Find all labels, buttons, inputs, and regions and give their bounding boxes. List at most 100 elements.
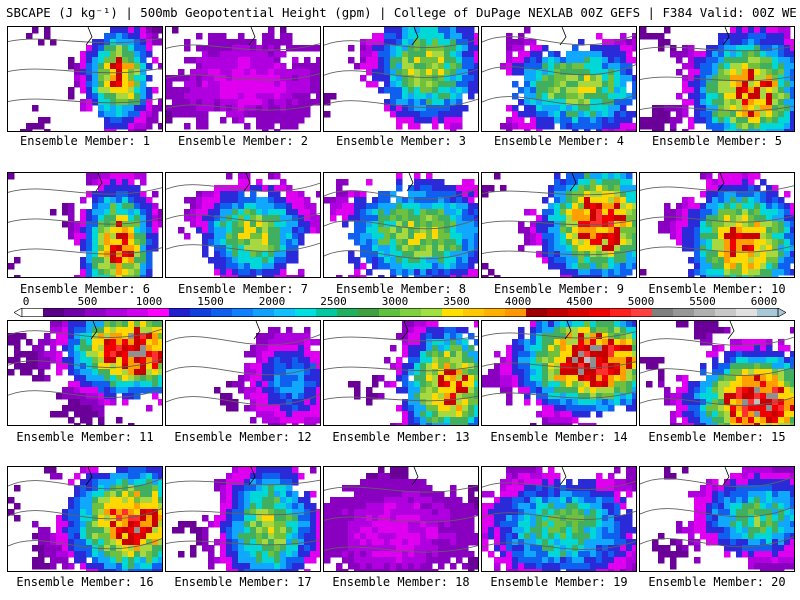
cape-cell	[664, 105, 671, 112]
cape-cell	[632, 33, 636, 40]
cape-cell	[530, 357, 537, 364]
cape-cell	[438, 87, 445, 94]
cape-cell	[682, 221, 689, 228]
cape-cell	[596, 351, 603, 358]
cape-cell	[68, 345, 75, 352]
cape-cell	[250, 363, 257, 370]
cape-cell	[596, 185, 603, 192]
cape-cell	[56, 539, 63, 546]
border-line	[717, 173, 725, 192]
cape-cell	[578, 173, 585, 180]
cape-cell	[360, 215, 367, 222]
cape-cell	[682, 129, 689, 131]
cape-cell	[250, 515, 257, 522]
cape-cell	[408, 87, 415, 94]
cape-cell	[214, 93, 221, 100]
cape-cell	[736, 33, 743, 40]
cape-cell	[596, 411, 603, 418]
cape-cell	[712, 105, 719, 112]
cape-cell	[748, 405, 755, 412]
cape-cell	[74, 351, 81, 358]
cape-cell	[632, 123, 636, 130]
cape-cell	[384, 257, 391, 264]
cape-cell	[104, 245, 111, 252]
cape-cell	[274, 485, 281, 492]
cape-cell	[232, 485, 239, 492]
cape-cell	[128, 45, 135, 52]
cape-cell	[432, 69, 439, 76]
cape-cell	[342, 197, 349, 204]
cape-cell	[566, 345, 573, 352]
cape-cell	[706, 75, 713, 82]
cape-cell	[718, 381, 725, 388]
cape-cell	[316, 63, 320, 70]
cape-cell	[286, 351, 293, 358]
cape-cell	[790, 269, 794, 276]
cape-cell	[444, 117, 451, 124]
cape-cell	[44, 357, 51, 364]
cape-cell	[244, 251, 251, 258]
cape-cell	[408, 327, 415, 334]
cape-cell	[718, 375, 725, 382]
cape-cell	[298, 191, 305, 198]
cape-cell	[602, 179, 609, 186]
cape-cell	[292, 417, 299, 424]
cape-cell	[560, 123, 567, 130]
cape-cell	[688, 405, 695, 412]
cape-cell	[602, 405, 609, 412]
cape-cell	[626, 251, 633, 258]
cape-cell	[736, 99, 743, 106]
cape-cell	[584, 345, 591, 352]
cape-cell	[438, 269, 445, 276]
cape-cell	[80, 399, 87, 406]
cape-cell	[566, 423, 573, 425]
cape-cell	[208, 81, 215, 88]
cape-cell	[104, 185, 111, 192]
cape-cell	[128, 509, 135, 516]
cape-cell	[152, 533, 159, 540]
cape-cell	[110, 509, 117, 516]
cape-cell	[560, 185, 567, 192]
cape-cell	[196, 105, 203, 112]
cape-cell	[450, 387, 457, 394]
cape-cell	[304, 63, 311, 70]
cape-cell	[444, 99, 451, 106]
cape-cell	[292, 351, 299, 358]
cape-cell	[244, 479, 251, 486]
cape-cell	[420, 417, 427, 424]
cape-cell	[602, 245, 609, 252]
cape-cell	[372, 203, 379, 210]
cape-cell	[396, 215, 403, 222]
cape-cell	[554, 345, 561, 352]
cape-cell	[554, 357, 561, 364]
cape-cell	[414, 117, 421, 124]
cape-cell	[86, 75, 93, 82]
cape-cell	[736, 351, 743, 358]
cape-cell	[280, 27, 287, 34]
cape-cell	[280, 539, 287, 546]
cape-cell	[146, 485, 153, 492]
cape-cell	[584, 221, 591, 228]
cape-cell	[304, 357, 311, 364]
height-contour	[8, 247, 162, 255]
cape-cell	[402, 363, 409, 370]
cape-cell	[202, 123, 209, 130]
cape-cell	[134, 191, 141, 198]
cape-cell	[238, 221, 245, 228]
cape-cell	[700, 257, 707, 264]
cape-cell	[378, 393, 385, 400]
cape-cell	[530, 87, 537, 94]
cape-cell	[366, 45, 373, 52]
cape-cell	[474, 33, 478, 40]
cape-cell	[426, 105, 433, 112]
cape-cell	[566, 339, 573, 346]
cape-cell	[92, 203, 99, 210]
cape-cell	[566, 399, 573, 406]
cape-cell	[742, 357, 749, 364]
cape-cell	[298, 269, 305, 276]
cape-cell	[432, 87, 439, 94]
cape-cell	[128, 129, 135, 131]
cape-cell	[578, 411, 585, 418]
cape-cell	[286, 509, 293, 516]
cape-cell	[122, 239, 129, 246]
